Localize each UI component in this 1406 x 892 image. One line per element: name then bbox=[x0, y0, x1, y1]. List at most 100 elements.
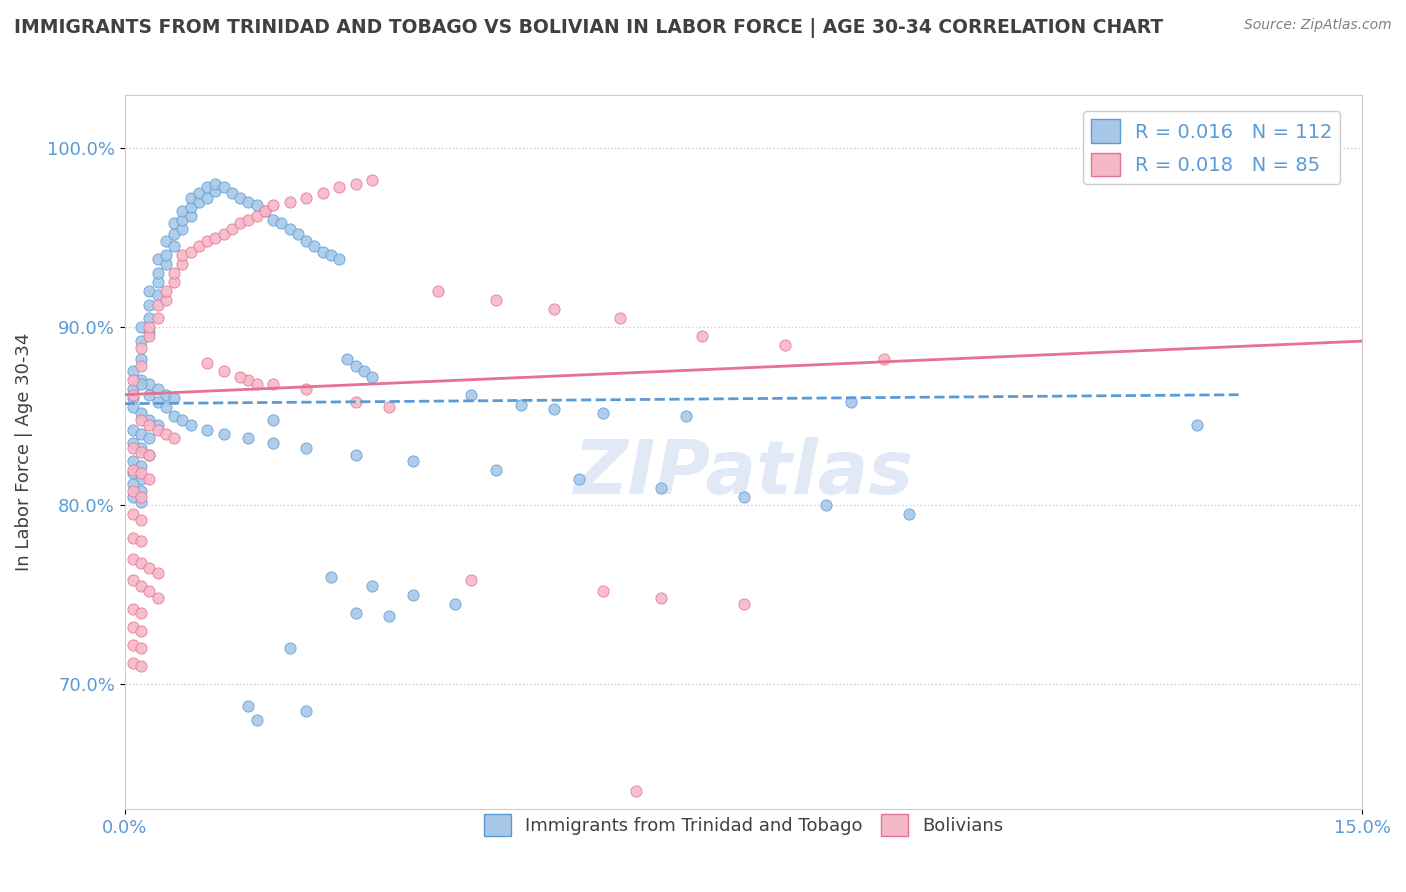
Point bbox=[262, 413, 284, 427]
Point bbox=[121, 454, 143, 468]
Point bbox=[212, 364, 235, 378]
Point bbox=[361, 173, 384, 187]
Point bbox=[129, 534, 152, 549]
Point bbox=[311, 186, 333, 200]
Point bbox=[163, 266, 186, 280]
Point bbox=[155, 387, 177, 401]
Point bbox=[187, 239, 209, 253]
Point bbox=[187, 186, 209, 200]
Point bbox=[121, 364, 143, 378]
Point bbox=[121, 490, 143, 504]
Point bbox=[195, 180, 218, 194]
Point bbox=[253, 203, 276, 218]
Point bbox=[485, 293, 508, 307]
Text: ZIPatlas: ZIPatlas bbox=[574, 437, 914, 510]
Point bbox=[121, 467, 143, 481]
Point bbox=[146, 252, 169, 266]
Point bbox=[262, 198, 284, 212]
Point bbox=[138, 319, 160, 334]
Point bbox=[650, 481, 672, 495]
Point bbox=[129, 351, 152, 366]
Point bbox=[427, 284, 450, 298]
Point bbox=[204, 184, 226, 198]
Point bbox=[543, 301, 565, 316]
Point bbox=[172, 221, 194, 235]
Point bbox=[229, 191, 252, 205]
Point bbox=[138, 418, 160, 433]
Point bbox=[146, 382, 169, 396]
Point bbox=[138, 413, 160, 427]
Point bbox=[121, 424, 143, 438]
Point bbox=[246, 209, 269, 223]
Point bbox=[344, 395, 367, 409]
Point bbox=[163, 216, 186, 230]
Point bbox=[229, 369, 252, 384]
Point bbox=[377, 401, 399, 415]
Point bbox=[295, 191, 318, 205]
Point bbox=[121, 574, 143, 588]
Point bbox=[138, 387, 160, 401]
Point bbox=[129, 334, 152, 348]
Point bbox=[311, 244, 333, 259]
Point bbox=[328, 180, 350, 194]
Point bbox=[221, 221, 243, 235]
Point bbox=[287, 227, 309, 241]
Point bbox=[204, 177, 226, 191]
Text: Source: ZipAtlas.com: Source: ZipAtlas.com bbox=[1244, 18, 1392, 32]
Text: IMMIGRANTS FROM TRINIDAD AND TOBAGO VS BOLIVIAN IN LABOR FORCE | AGE 30-34 CORRE: IMMIGRANTS FROM TRINIDAD AND TOBAGO VS B… bbox=[14, 18, 1163, 37]
Point bbox=[238, 373, 260, 387]
Point bbox=[129, 472, 152, 486]
Point bbox=[121, 442, 143, 456]
Point bbox=[121, 436, 143, 450]
Point bbox=[295, 442, 318, 456]
Point bbox=[733, 490, 755, 504]
Point bbox=[592, 584, 614, 599]
Point bbox=[253, 203, 276, 218]
Point bbox=[121, 508, 143, 522]
Point bbox=[336, 351, 359, 366]
Point bbox=[295, 382, 318, 396]
Point bbox=[146, 275, 169, 289]
Point bbox=[246, 376, 269, 391]
Point bbox=[221, 186, 243, 200]
Point bbox=[344, 606, 367, 620]
Point bbox=[344, 449, 367, 463]
Point bbox=[180, 244, 202, 259]
Point bbox=[138, 472, 160, 486]
Point bbox=[155, 234, 177, 248]
Point bbox=[344, 359, 367, 373]
Point bbox=[121, 463, 143, 477]
Point bbox=[129, 319, 152, 334]
Point bbox=[129, 445, 152, 459]
Point bbox=[138, 328, 160, 343]
Point bbox=[121, 387, 143, 401]
Point bbox=[138, 298, 160, 312]
Point bbox=[172, 212, 194, 227]
Point bbox=[262, 376, 284, 391]
Point bbox=[121, 373, 143, 387]
Point bbox=[155, 284, 177, 298]
Point bbox=[172, 248, 194, 262]
Point bbox=[443, 597, 465, 611]
Point bbox=[675, 409, 697, 424]
Point bbox=[509, 399, 531, 413]
Point bbox=[146, 266, 169, 280]
Point bbox=[138, 325, 160, 339]
Point bbox=[229, 216, 252, 230]
Point bbox=[1187, 418, 1209, 433]
Point bbox=[319, 248, 342, 262]
Point bbox=[129, 373, 152, 387]
Point bbox=[129, 406, 152, 420]
Point bbox=[361, 579, 384, 593]
Point bbox=[129, 556, 152, 570]
Point bbox=[163, 431, 186, 445]
Point bbox=[129, 467, 152, 481]
Point bbox=[278, 194, 301, 209]
Point bbox=[460, 387, 482, 401]
Point bbox=[204, 230, 226, 244]
Point bbox=[129, 427, 152, 442]
Point bbox=[129, 359, 152, 373]
Point bbox=[138, 449, 160, 463]
Point bbox=[163, 239, 186, 253]
Point bbox=[402, 588, 425, 602]
